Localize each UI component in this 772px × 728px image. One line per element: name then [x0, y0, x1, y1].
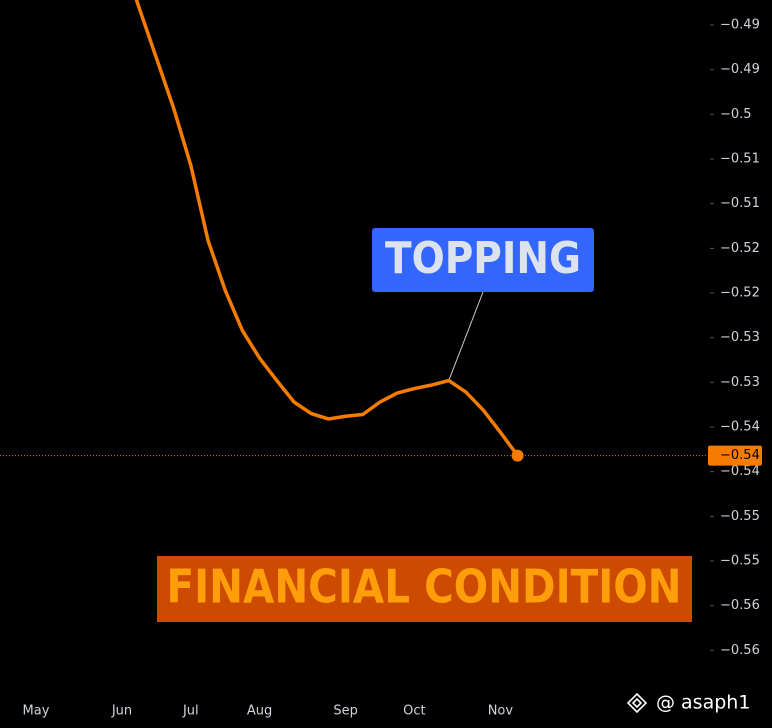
x-tick-label: Jul	[182, 704, 199, 719]
y-tick-label: −0.54	[720, 464, 760, 479]
annotation-box	[157, 556, 692, 622]
watermark: @ asaph1	[656, 692, 750, 714]
y-tick-label: −0.5	[720, 107, 752, 122]
y-tick-label: −0.52	[720, 241, 760, 256]
y-tick-label: −0.49	[720, 62, 760, 77]
annotation: FINANCIAL CONDITION	[167, 560, 682, 614]
y-tick-label: −0.55	[720, 509, 760, 524]
x-tick-label: Nov	[488, 704, 514, 719]
y-tick-label: −0.56	[720, 643, 760, 658]
y-tick-label: −0.53	[720, 330, 760, 345]
y-tick-label: −0.51	[720, 196, 760, 211]
x-tick-label: Oct	[403, 704, 425, 719]
x-tick-label: May	[23, 704, 50, 719]
x-tick-label: Jun	[111, 704, 132, 719]
last-point	[511, 449, 524, 462]
annotation-connector	[448, 291, 484, 381]
y-tick-label: −0.56	[720, 598, 760, 613]
y-tick-label: −0.53	[720, 375, 760, 390]
y-tick-label: −0.52	[720, 286, 760, 301]
watermark-icon	[626, 692, 648, 714]
last-value-label: −0.54	[720, 448, 760, 463]
annotation-box	[372, 228, 594, 292]
y-tick-label: −0.49	[720, 18, 760, 33]
x-tick-label: Aug	[247, 704, 272, 719]
line	[134, 0, 520, 457]
last-value-badge	[708, 445, 762, 466]
y-tick-label: −0.51	[720, 152, 760, 167]
y-tick-label: −0.54	[720, 420, 760, 435]
x-tick-label: Sep	[333, 704, 358, 719]
annotation: TOPPING	[385, 233, 581, 284]
y-tick-label: −0.55	[720, 554, 760, 569]
